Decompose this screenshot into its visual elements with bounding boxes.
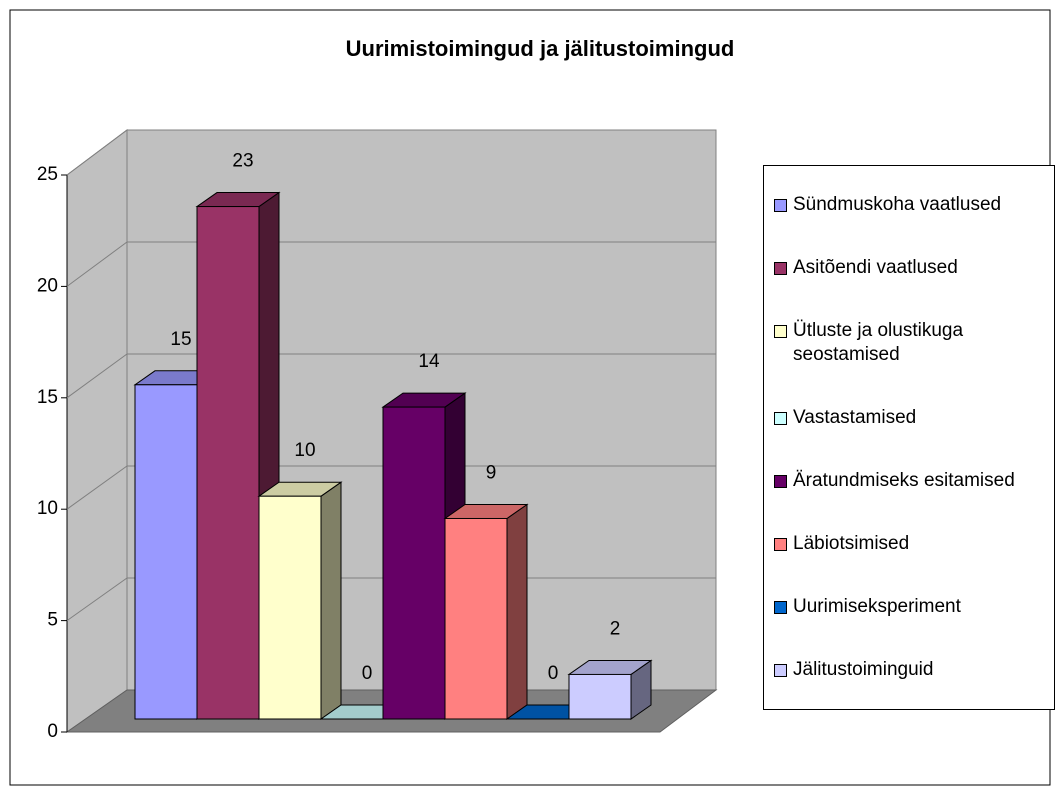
y-tick-label: 15 [37, 387, 58, 408]
grid-line [66, 129, 716, 176]
bar [134, 384, 198, 720]
bar-side [506, 503, 528, 720]
legend-swatch [774, 537, 787, 551]
bar-side [320, 481, 342, 720]
y-tick-label: 20 [37, 275, 58, 296]
data-label: 9 [486, 462, 497, 483]
legend-label: Jälitustoiminguid [793, 658, 934, 680]
data-label: 10 [294, 440, 315, 461]
legend: Sündmuskoha vaatlused Asitõendi vaatlused… [763, 165, 1055, 710]
legend-item: Sündmuskoha vaatlused [774, 193, 1054, 217]
legend-item: Uurimiseksperiment [774, 595, 1054, 619]
legend-swatch [774, 325, 787, 339]
legend-item: Läbiotsimised [774, 532, 1054, 556]
bar [382, 406, 446, 720]
data-label: 14 [418, 351, 440, 372]
legend-item: Vastastamised [774, 406, 1054, 430]
data-label: 0 [548, 663, 559, 684]
y-tick-label: 10 [37, 498, 58, 519]
y-tick-label: 5 [47, 610, 58, 631]
legend-label: Asitõendi vaatlused [793, 257, 958, 279]
legend-swatch [774, 412, 787, 426]
legend-item: Ütluste ja olustikuga seostamised [774, 319, 1054, 367]
grid-line [66, 241, 716, 287]
grid-line [66, 465, 716, 510]
bar [258, 495, 322, 720]
legend-swatch [774, 663, 787, 677]
legend-swatch [774, 262, 787, 276]
legend-swatch [774, 199, 787, 213]
bar [196, 206, 260, 720]
legend-swatch [774, 600, 787, 614]
y-tick-label: 25 [37, 164, 58, 185]
legend-label: Äratundmiseks esitamised [793, 469, 1015, 491]
y-tick-label: 0 [47, 721, 58, 742]
legend-item: Asitõendi vaatlused [774, 256, 1054, 280]
side-wall [66, 129, 128, 733]
legend-label: Sündmuskoha vaatlused [793, 194, 1002, 216]
data-label: 23 [232, 151, 253, 172]
legend-item: Jälitustoiminguid [774, 658, 1054, 682]
legend-label: Vastastamised [793, 407, 917, 429]
legend-item: Äratundmiseks esitamised [774, 469, 1054, 493]
legend-label: Uurimiseksperiment [793, 595, 961, 617]
data-label: 0 [362, 663, 373, 684]
data-label: 2 [610, 618, 621, 639]
bar [568, 673, 632, 720]
legend-label: Läbiotsimised [793, 532, 910, 554]
grid-line [66, 353, 716, 399]
chart-title: Uurimistoimingud ja jälitustoimingud [346, 36, 735, 61]
bar [444, 517, 508, 720]
legend-swatch [774, 474, 787, 488]
legend-label: Ütluste ja olustikuga seostamised [793, 320, 964, 366]
data-label: 15 [170, 329, 191, 350]
